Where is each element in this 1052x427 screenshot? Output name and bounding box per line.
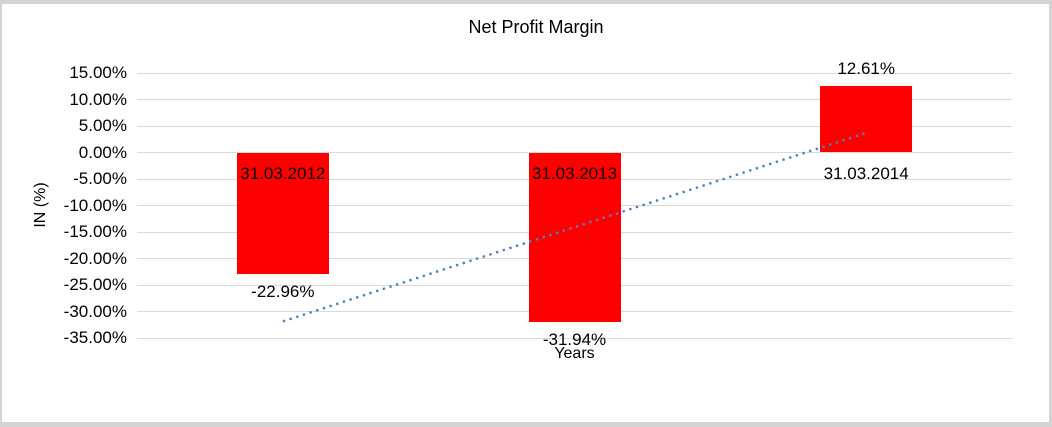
y-tick-label: -30.00% — [63, 301, 127, 321]
data-label: -31.94% — [542, 329, 607, 349]
gridline — [137, 99, 1012, 100]
y-tick-label: -35.00% — [63, 328, 127, 347]
y-tick-label: -20.00% — [63, 248, 127, 268]
y-tick-label: -25.00% — [63, 275, 127, 294]
y-tick-label: 10.00% — [69, 89, 127, 109]
data-label: -22.96% — [251, 282, 315, 302]
category-label: 31.03.2013 — [531, 163, 618, 183]
x-axis-title: Years — [554, 345, 595, 362]
data-label: 12.61% — [837, 58, 895, 78]
y-tick-label: 5.00% — [78, 116, 127, 135]
category-label: 31.03.2014 — [823, 163, 909, 183]
gridline — [137, 337, 1012, 339]
y-tick-label: -5.00% — [73, 169, 127, 188]
y-tick-label: 15.00% — [69, 63, 127, 82]
y-tick-label: -15.00% — [63, 222, 127, 241]
category-label: 31.03.2012 — [240, 163, 326, 183]
y-axis-title: IN (%) — [32, 182, 49, 228]
chart-title: Net Profit Margin — [468, 17, 604, 37]
y-tick-label: 0.00% — [78, 142, 127, 162]
gridline — [137, 125, 1012, 127]
gridline — [137, 72, 1012, 74]
y-tick-label: -10.00% — [63, 195, 127, 215]
